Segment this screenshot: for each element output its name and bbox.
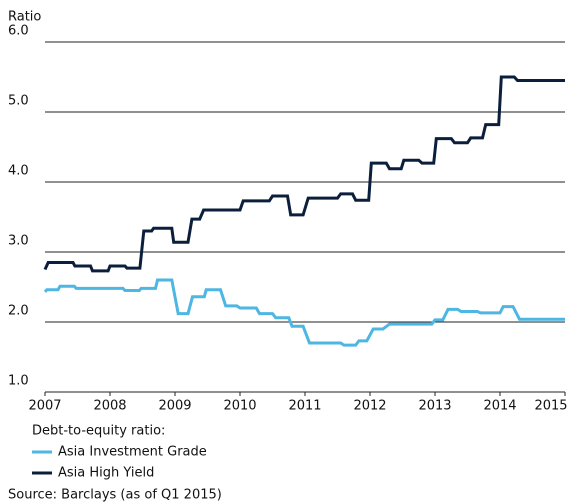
y-axis-label: Ratio (8, 10, 41, 25)
series-line (43, 278, 565, 347)
y-tick-label: 4.0 (8, 164, 29, 179)
x-tick-label: 2014 (483, 399, 516, 414)
x-tick-label: 2013 (418, 399, 451, 414)
x-tick-label: 2007 (28, 399, 61, 414)
y-tick-label: 5.0 (8, 94, 29, 109)
y-tick-label: 2.0 (8, 304, 29, 319)
legend-title: Debt-to-equity ratio: (32, 424, 165, 439)
source: Source: Barclays (as of Q1 2015) (8, 488, 222, 503)
x-tick-label: 2012 (353, 399, 386, 414)
x-tick-label: 2008 (93, 399, 126, 414)
y-tick-label: 3.0 (8, 234, 29, 249)
x-tick-label: 2011 (288, 399, 321, 414)
legend-label: Asia High Yield (58, 466, 154, 481)
legend-label: Asia Investment Grade (58, 445, 207, 460)
x-tick-label: 2009 (158, 399, 191, 414)
y-tick-label: 1.0 (8, 374, 29, 389)
x-tick-label: 2010 (223, 399, 256, 414)
x-tick-label: 2015 (534, 399, 567, 414)
series-line (43, 75, 565, 273)
y-tick-label: 6.0 (8, 24, 29, 39)
